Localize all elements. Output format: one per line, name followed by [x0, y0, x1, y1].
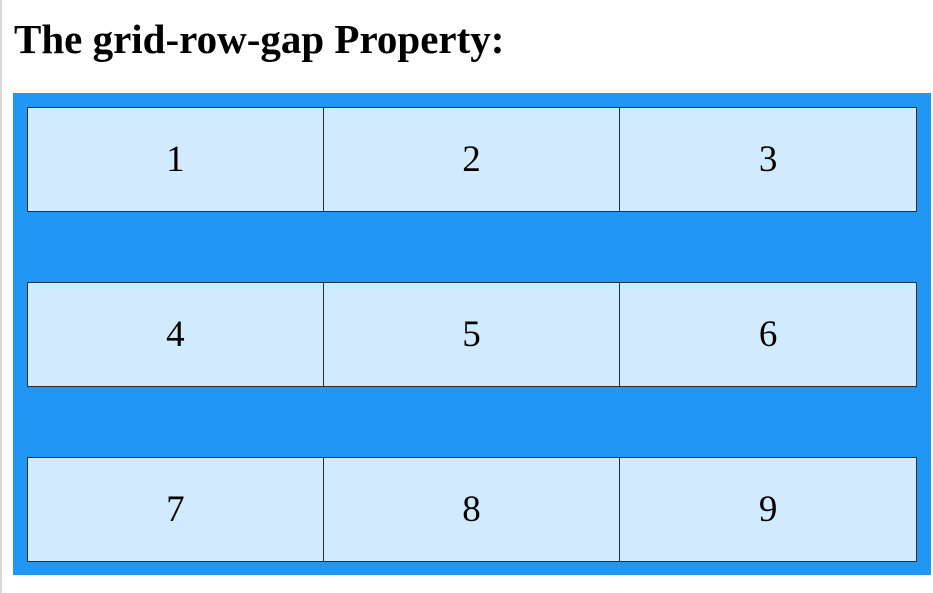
page-left-border — [0, 0, 2, 593]
grid-item-2: 2 — [322, 107, 621, 212]
page-title: The grid-row-gap Property: — [14, 16, 505, 62]
grid-item-9: 9 — [619, 457, 917, 562]
grid-item-3: 3 — [619, 107, 917, 212]
grid-item-6: 6 — [619, 282, 917, 387]
grid-item-1: 1 — [27, 107, 324, 212]
grid-item-7: 7 — [27, 457, 324, 562]
grid-item-5: 5 — [322, 282, 621, 387]
grid-container: 1 2 3 4 5 6 7 8 9 — [13, 93, 931, 575]
grid-item-4: 4 — [27, 282, 324, 387]
grid-item-8: 8 — [322, 457, 621, 562]
